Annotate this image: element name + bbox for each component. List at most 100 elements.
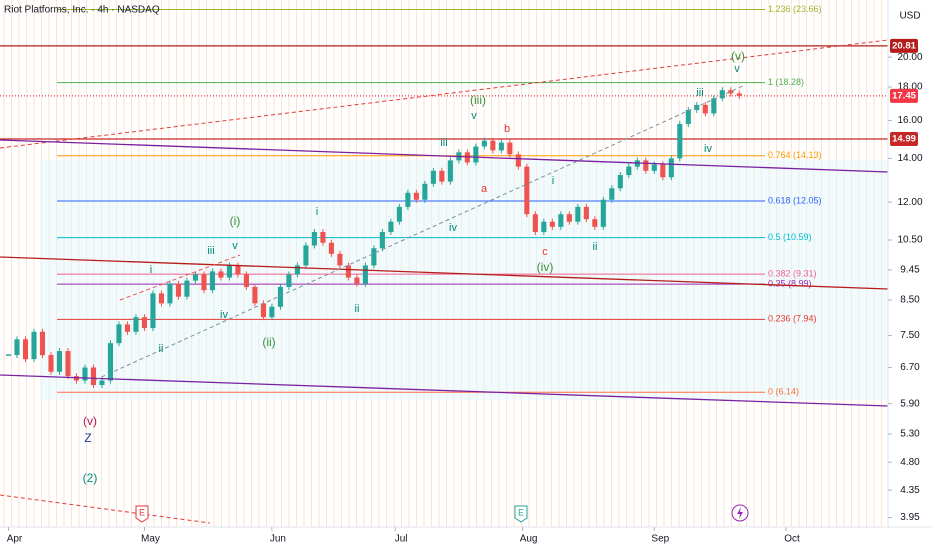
x-tick-label: Sep — [651, 534, 669, 545]
candle — [201, 274, 207, 291]
candle — [277, 286, 283, 307]
event-icon[interactable] — [731, 504, 749, 522]
zone-fill — [40, 160, 888, 400]
wave-label: ii — [159, 343, 164, 355]
candle — [294, 265, 300, 275]
candle — [422, 183, 428, 200]
candle — [524, 166, 530, 215]
candle — [235, 265, 241, 275]
fib-label: 0 (6.14) — [768, 387, 799, 397]
candle — [116, 324, 122, 344]
wave-label: (i) — [230, 214, 241, 228]
trend-line — [0, 39, 889, 149]
y-tick-label: 10.50 — [897, 235, 922, 246]
candle — [549, 221, 555, 227]
svg-text:E: E — [518, 507, 524, 517]
y-tick-label: 18.00 — [897, 82, 922, 93]
candle — [39, 331, 46, 356]
candle — [609, 188, 615, 200]
wave-label: i — [150, 264, 152, 276]
y-tick-label: 16.00 — [897, 115, 922, 126]
y-tick-label: 9.45 — [900, 265, 920, 276]
candle — [65, 351, 71, 377]
candle — [711, 98, 717, 114]
candle — [48, 355, 54, 372]
candle — [243, 274, 249, 287]
wave-label: (ii) — [262, 335, 275, 349]
wave-label: iii — [207, 245, 214, 257]
candle — [90, 367, 97, 386]
candle — [362, 265, 368, 284]
channel-line — [0, 139, 889, 173]
candle — [583, 206, 589, 220]
candle — [218, 271, 224, 278]
candle — [337, 253, 343, 266]
candle — [82, 367, 88, 381]
candle — [22, 339, 29, 360]
candle — [345, 265, 351, 278]
price-badge-label: 14.99 — [892, 133, 916, 144]
wave-label: (iii) — [470, 93, 486, 107]
candle — [209, 271, 215, 291]
wave-label: i — [316, 206, 318, 218]
candle — [286, 274, 292, 287]
candle — [175, 283, 181, 297]
candle — [736, 93, 742, 96]
currency-label: USD — [899, 11, 920, 22]
candle — [685, 110, 691, 125]
price-badge-label: 17.45 — [892, 90, 916, 101]
candle — [668, 158, 674, 178]
candle — [158, 293, 165, 304]
candle — [592, 219, 598, 227]
wave-label: b — [504, 123, 510, 135]
candle — [192, 274, 198, 281]
wave-label: iv — [449, 222, 457, 234]
y-tick-label: 4.80 — [900, 457, 920, 468]
trend-line — [119, 254, 241, 301]
fib-label: 0.5 (10.59) — [768, 232, 812, 242]
candle — [14, 339, 20, 356]
price-badge — [890, 131, 918, 146]
fib-label: 0.764 (14.13) — [768, 150, 822, 160]
candle — [439, 170, 445, 182]
candle — [167, 283, 173, 304]
candle — [626, 166, 632, 176]
y-tick-label: 8.50 — [900, 295, 920, 306]
candle — [498, 142, 504, 151]
candle — [702, 104, 708, 114]
candle — [558, 214, 564, 227]
price-badge — [890, 88, 918, 103]
candle — [651, 164, 657, 171]
candle — [660, 164, 666, 178]
plot-area: 1.236 (23.66) 1 (18.28) 0.764 (14.13) 0.618… — [0, 4, 888, 397]
x-tick-label: Aug — [520, 534, 538, 545]
wave-label: v — [232, 240, 238, 252]
wave-label: i — [552, 175, 554, 187]
candle — [184, 280, 190, 297]
fib-label: 0.35 (8.99) — [768, 278, 812, 288]
wave-label: Z — [84, 431, 91, 445]
y-tick-label: 5.90 — [900, 398, 920, 409]
candle — [575, 206, 581, 222]
wave-label: v — [734, 63, 740, 75]
wave-label: iv — [220, 309, 228, 321]
wave-label: (v) — [731, 49, 745, 63]
x-tick-label: Jun — [270, 534, 286, 545]
candle — [473, 146, 479, 163]
earnings-icon[interactable]: E — [514, 505, 528, 523]
fib-label: 0.618 (12.05) — [768, 195, 822, 205]
candle — [31, 331, 37, 360]
y-tick-label: 5.30 — [900, 429, 920, 440]
wave-label: a — [481, 183, 488, 195]
earnings-icon[interactable]: E — [135, 505, 149, 523]
price-badge — [890, 38, 918, 53]
x-tick-label: Apr — [7, 534, 23, 545]
candle — [388, 221, 394, 233]
candle — [150, 293, 156, 329]
candle — [600, 199, 606, 227]
candle — [507, 142, 513, 155]
wave-label: (2) — [83, 471, 98, 485]
candle — [56, 351, 63, 372]
y-tick-label: 20.00 — [897, 52, 922, 63]
